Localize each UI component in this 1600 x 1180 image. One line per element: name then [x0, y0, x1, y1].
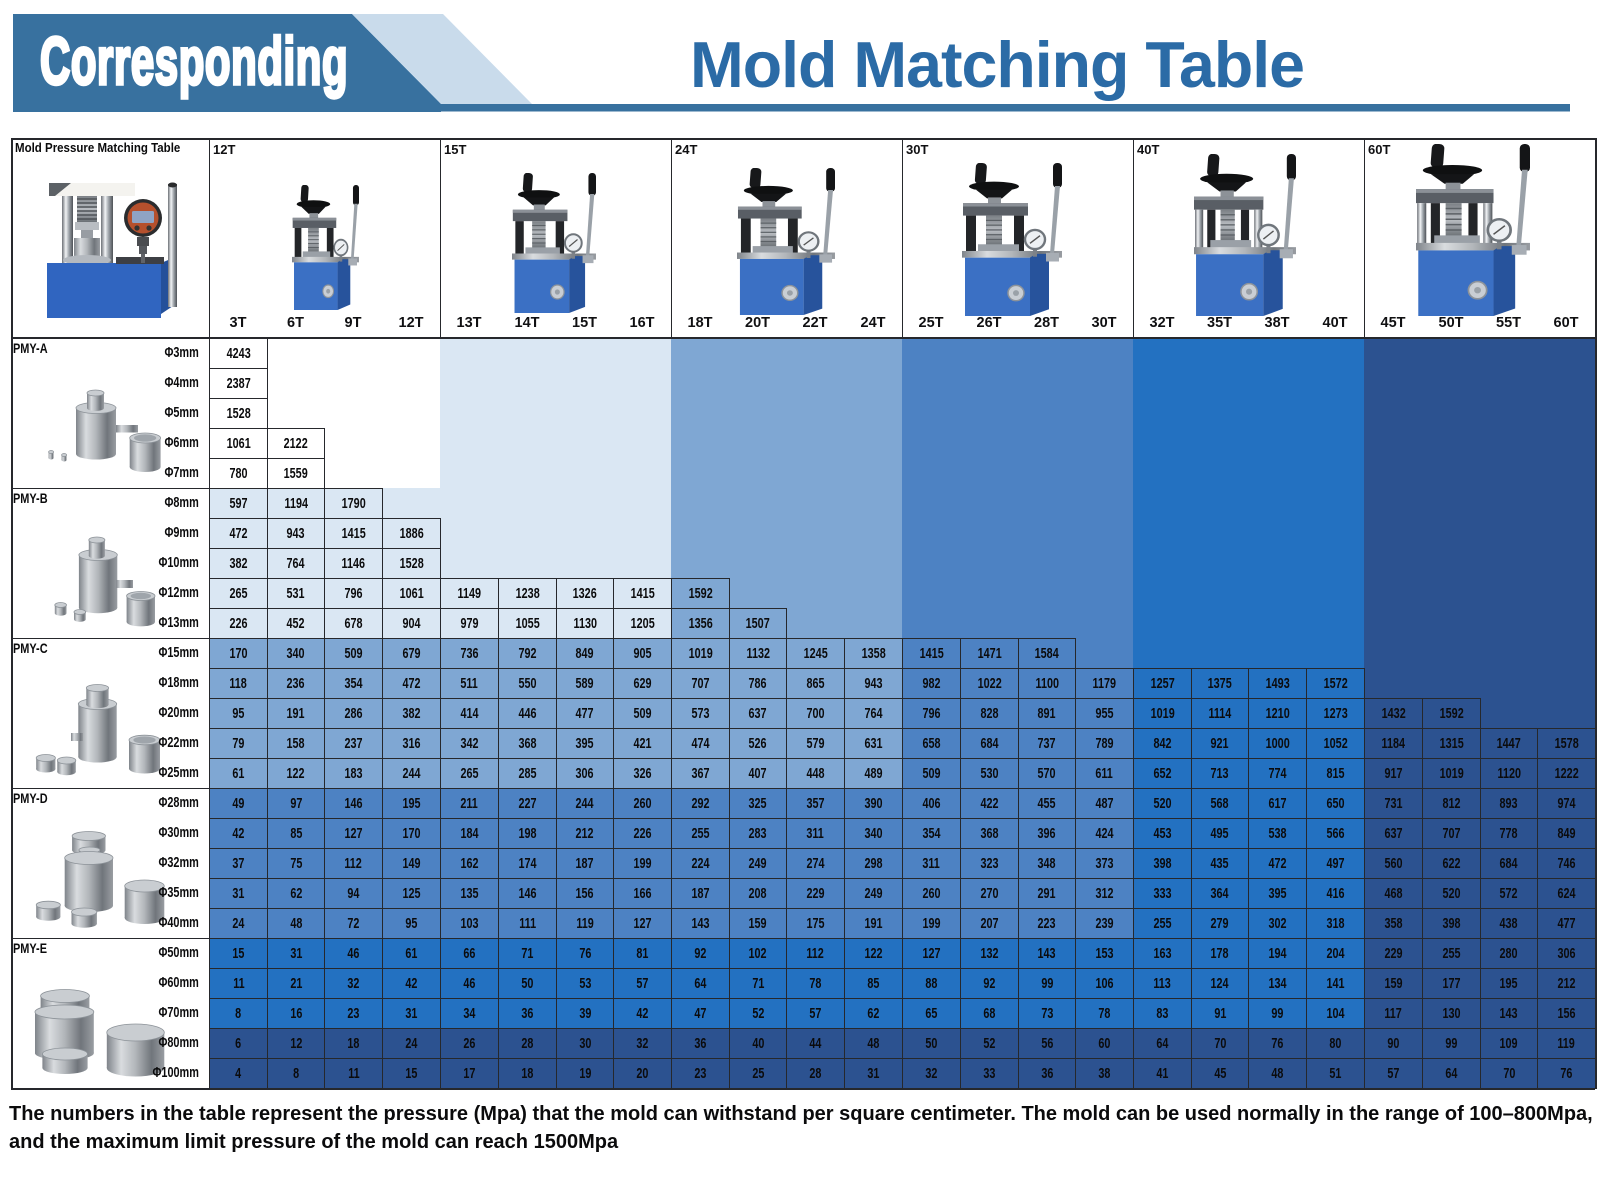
svg-text:Mold Matching Table: Mold Matching Table: [690, 29, 1304, 101]
svg-text:Corresponding: Corresponding: [40, 23, 348, 99]
